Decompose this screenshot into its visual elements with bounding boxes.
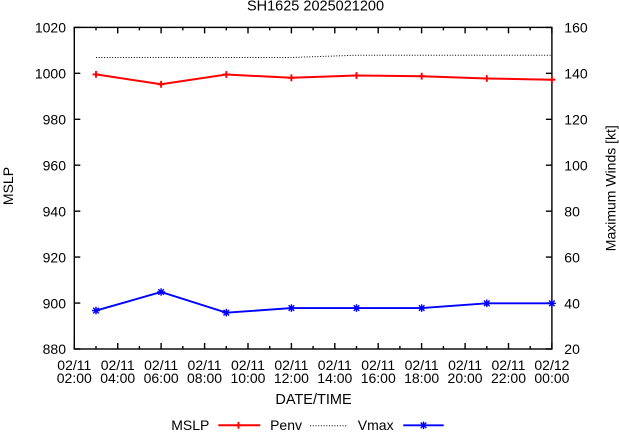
svg-text:900: 900 [43,295,67,311]
svg-text:40: 40 [564,295,580,311]
svg-text:80: 80 [564,203,580,219]
svg-text:20: 20 [564,341,580,357]
svg-text:02/11: 02/11 [318,357,352,373]
svg-text:Penv: Penv [270,417,302,432]
svg-text:02/11: 02/11 [144,357,178,373]
svg-text:02/11: 02/11 [491,357,525,373]
svg-text:02/11: 02/11 [361,357,395,373]
svg-text:08:00: 08:00 [187,370,222,386]
svg-text:02/11: 02/11 [57,357,91,373]
svg-text:140: 140 [564,66,588,82]
svg-text:120: 120 [564,111,588,127]
svg-text:160: 160 [564,20,588,36]
svg-text:12:00: 12:00 [274,370,309,386]
svg-text:Maximum Winds [kt]: Maximum Winds [kt] [602,125,618,251]
svg-text:04:00: 04:00 [100,370,135,386]
svg-text:DATE/TIME: DATE/TIME [275,392,352,408]
svg-text:06:00: 06:00 [144,370,179,386]
svg-text:SH1625 2025021200: SH1625 2025021200 [247,0,384,15]
svg-text:14:00: 14:00 [317,370,352,386]
svg-text:02/11: 02/11 [231,357,265,373]
svg-text:1000: 1000 [35,66,66,82]
svg-text:MSLP: MSLP [0,167,16,205]
svg-text:02:00: 02:00 [57,370,92,386]
svg-text:940: 940 [43,203,67,219]
svg-text:10:00: 10:00 [230,370,265,386]
svg-text:100: 100 [564,157,588,173]
svg-text:02/11: 02/11 [188,357,222,373]
svg-text:920: 920 [43,249,67,265]
svg-text:MSLP: MSLP [171,417,209,432]
svg-text:980: 980 [43,111,67,127]
svg-text:16:00: 16:00 [361,370,396,386]
svg-text:60: 60 [564,249,580,265]
svg-text:Vmax: Vmax [358,417,394,432]
svg-text:880: 880 [43,341,67,357]
svg-text:18:00: 18:00 [404,370,439,386]
svg-text:02/11: 02/11 [101,357,135,373]
svg-text:22:00: 22:00 [491,370,526,386]
svg-text:02/11: 02/11 [405,357,439,373]
svg-text:02/11: 02/11 [448,357,482,373]
svg-text:960: 960 [43,157,67,173]
svg-text:02/12: 02/12 [534,357,569,373]
svg-text:1020: 1020 [35,20,66,36]
svg-text:20:00: 20:00 [448,370,483,386]
svg-text:02/11: 02/11 [274,357,308,373]
svg-text:00:00: 00:00 [534,370,569,386]
